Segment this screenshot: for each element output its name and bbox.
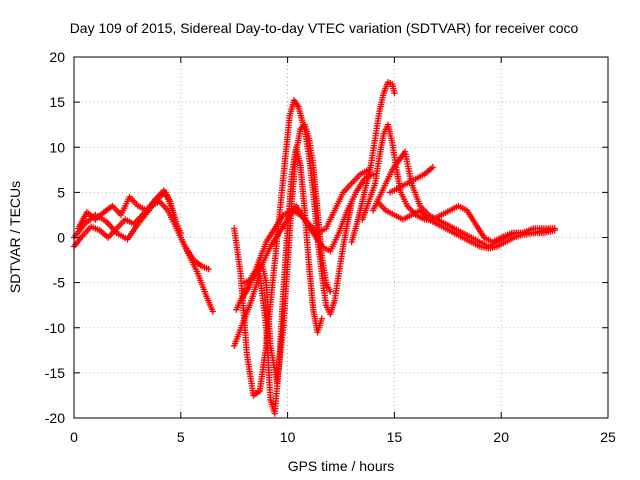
- series-track-13: [386, 163, 437, 196]
- data-point: [391, 89, 398, 97]
- y-tick-label: 5: [57, 184, 65, 200]
- series-track-12: [374, 198, 558, 252]
- x-tick-label: 10: [280, 429, 296, 445]
- series-track-2: [70, 198, 212, 273]
- data-point: [205, 265, 212, 273]
- data-point: [327, 288, 334, 295]
- y-tick-label: -10: [45, 320, 65, 336]
- y-tick-label: 0: [57, 230, 65, 246]
- x-tick-label: 5: [177, 429, 185, 445]
- data-point: [209, 308, 217, 315]
- y-tick-label: 15: [49, 94, 65, 110]
- axis-ticks: 0 5 10 15 20 25 -20 -15 -10 -5 0 5 10 15 20: [45, 49, 616, 445]
- x-axis-label: GPS time / hours: [288, 458, 395, 474]
- data-point: [429, 163, 437, 171]
- x-tick-label: 0: [70, 429, 78, 445]
- data-series: [70, 79, 558, 417]
- x-tick-label: 15: [387, 429, 403, 445]
- y-tick-label: -20: [45, 410, 65, 426]
- y-axis-label: SDTVAR / TECUs: [7, 181, 23, 293]
- y-tick-label: 10: [49, 139, 65, 155]
- x-tick-label: 25: [600, 429, 616, 445]
- y-tick-label: -15: [45, 365, 65, 381]
- series-track-6: [231, 144, 325, 417]
- grid: [74, 57, 608, 418]
- series-track-9: [348, 79, 398, 246]
- series-track-3: [75, 187, 184, 237]
- y-tick-label: -5: [53, 275, 66, 291]
- data-point: [551, 227, 558, 234]
- data-point: [177, 229, 184, 237]
- data-point: [318, 315, 325, 322]
- series-track-4: [231, 97, 355, 399]
- x-tick-label: 20: [493, 429, 509, 445]
- chart-title: Day 109 of 2015, Sidereal Day-to-day VTE…: [70, 20, 579, 36]
- series-track-8: [241, 171, 377, 286]
- y-tick-label: 20: [49, 49, 65, 65]
